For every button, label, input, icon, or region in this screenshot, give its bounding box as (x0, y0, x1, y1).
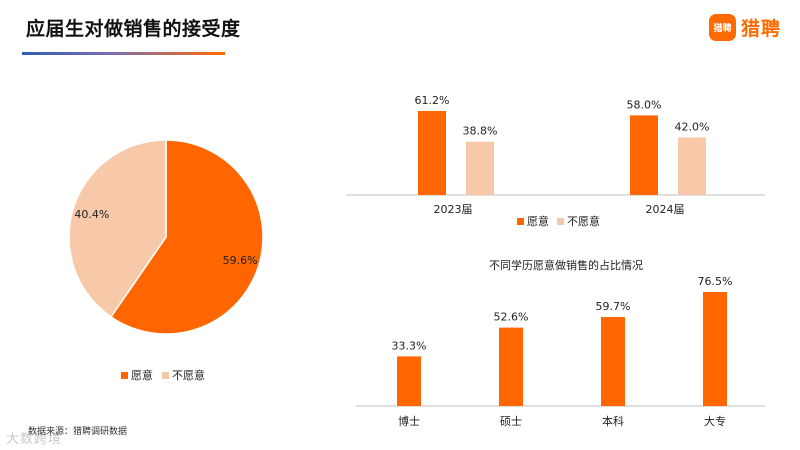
bar-label-edu-本科: 59.7% (596, 300, 631, 313)
pie-legend-swatch-willing (121, 372, 128, 379)
pie-legend-label-unwilling: 不愿意 (172, 368, 205, 382)
bar-edu-博士 (397, 356, 421, 406)
x-tick-label-2023届: 2023届 (434, 203, 473, 216)
pie-legend-swatch-unwilling (162, 372, 169, 379)
bar-2023届-unwilling (466, 141, 494, 195)
bar-edu-大专 (703, 292, 727, 406)
pie-label-unwilling: 40.4% (74, 208, 109, 221)
watermark: 大数跨境 (6, 432, 63, 447)
x-tick-label-edu-硕士: 硕士 (500, 415, 522, 428)
bar-legend-swatch-willing (517, 218, 524, 225)
bar-label-edu-硕士: 52.6% (494, 311, 529, 324)
x-tick-label-2024届: 2024届 (646, 203, 685, 216)
edu-chart-title: 不同学历愿意做销售的占比情况 (489, 258, 643, 272)
bar-legend-swatch-unwilling (557, 218, 564, 225)
pie-legend-label-willing: 愿意 (131, 368, 153, 382)
bar-label-2023届-willing: 61.2% (415, 94, 450, 107)
liepin-logo: 猎聘 猎聘 (709, 14, 781, 41)
bar-label-2024届-unwilling: 42.0% (675, 120, 710, 133)
page-title: 应届生对做销售的接受度 (26, 18, 241, 40)
bar-label-edu-博士: 33.3% (392, 339, 427, 352)
bar-legend-label-unwilling: 不愿意 (567, 214, 600, 228)
logo-badge: 猎聘 (709, 14, 736, 41)
bar-label-edu-大专: 76.5% (698, 275, 733, 288)
bar-edu-硕士 (499, 327, 523, 406)
title-underline (22, 52, 225, 55)
pie-slice-unwilling (68, 139, 167, 318)
bar-label-2024届-willing: 58.0% (627, 98, 662, 111)
bar-legend-label-willing: 愿意 (527, 214, 549, 228)
bar-2024届-willing (630, 115, 658, 195)
bar-2023届-willing (418, 111, 446, 195)
data-source-note: 数据来源：猎聘调研数据 (28, 427, 128, 437)
bar-label-2023届-unwilling: 38.8% (463, 125, 498, 138)
pie-slice-willing (109, 139, 264, 335)
x-tick-label-edu-博士: 博士 (398, 415, 420, 428)
logo-text: 猎聘 (741, 18, 782, 40)
x-tick-label-edu-大专: 大专 (704, 414, 726, 428)
bar-edu-本科 (601, 317, 625, 406)
bar-2024届-unwilling (678, 137, 706, 195)
pie-label-willing: 59.6% (223, 254, 258, 267)
x-tick-label-edu-本科: 本科 (602, 414, 624, 428)
